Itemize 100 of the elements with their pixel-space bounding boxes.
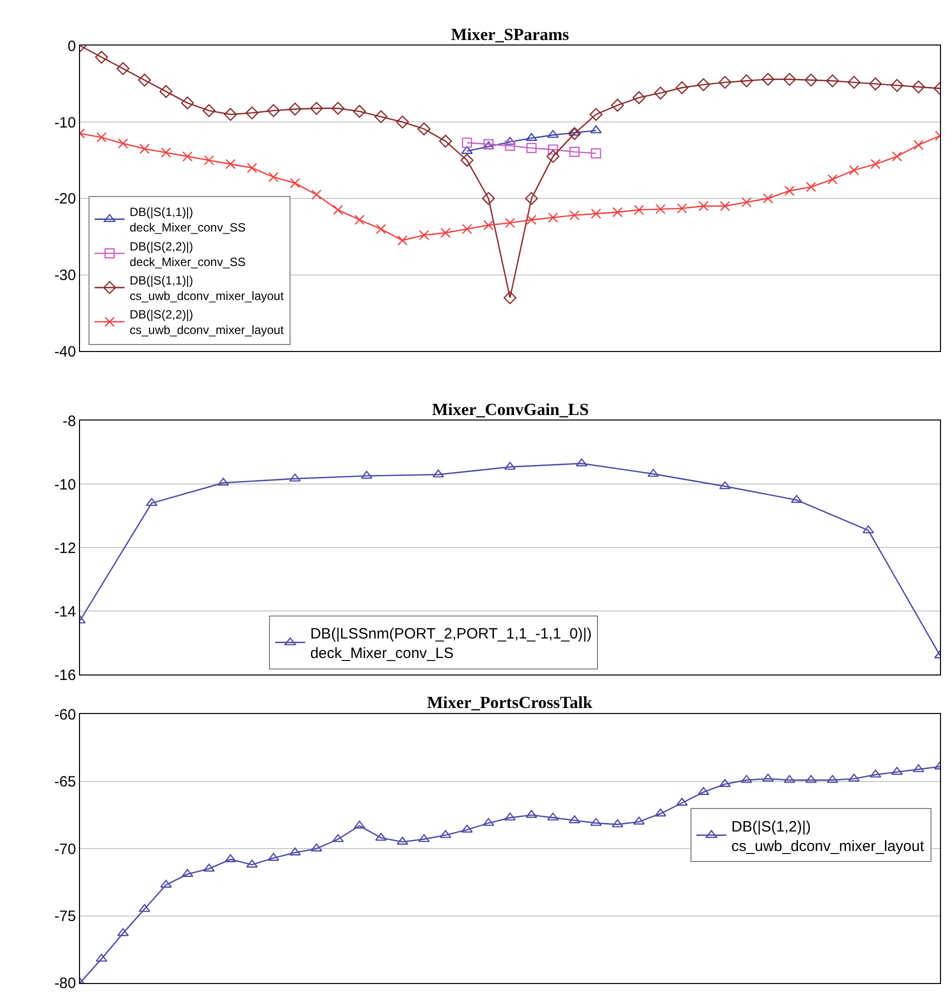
point — [288, 102, 302, 116]
legend-label: DB(|S(1,2)|) cs_uwb_dconv_mixer_layout — [731, 818, 925, 855]
point — [526, 214, 537, 225]
y-tick-label: -75 — [54, 908, 76, 926]
point — [483, 220, 494, 230]
point — [762, 193, 774, 204]
point — [548, 144, 558, 155]
point — [482, 192, 495, 205]
point — [138, 904, 150, 912]
point — [268, 172, 279, 182]
point — [740, 774, 752, 783]
point — [569, 210, 580, 220]
chart-title: Mixer_SParams — [451, 25, 570, 44]
point — [224, 854, 236, 862]
point — [440, 830, 452, 838]
point — [568, 815, 580, 824]
point — [718, 76, 732, 89]
point — [869, 77, 882, 90]
y-tick-label: 0 — [68, 38, 76, 55]
point — [360, 470, 372, 479]
point — [432, 469, 444, 478]
point — [783, 72, 796, 86]
point — [547, 812, 559, 821]
point — [461, 146, 473, 154]
point — [418, 834, 430, 842]
point — [805, 774, 817, 783]
point — [354, 214, 365, 225]
point — [590, 208, 602, 219]
point — [547, 130, 559, 138]
point — [891, 766, 903, 775]
y-tick-label: -80 — [54, 975, 76, 992]
point — [289, 474, 301, 482]
y-tick-label: -60 — [54, 706, 76, 724]
legend-label: DB(|S(1,1)|) deck_Mixer_conv_SS — [130, 205, 246, 235]
y-tick-label: -12 — [54, 540, 76, 557]
point — [396, 116, 409, 129]
point — [160, 880, 172, 888]
point — [719, 481, 731, 490]
point — [96, 132, 107, 142]
point — [912, 764, 924, 772]
point — [139, 144, 150, 154]
point — [870, 158, 881, 170]
point — [590, 125, 602, 134]
point — [268, 852, 280, 861]
point — [310, 102, 323, 115]
point — [439, 134, 452, 148]
point — [648, 468, 660, 477]
point — [612, 819, 624, 828]
point — [311, 190, 322, 200]
y-tick-label: -70 — [54, 840, 76, 858]
point — [246, 860, 258, 868]
y-tick-label: -8 — [62, 412, 76, 430]
point — [827, 174, 838, 184]
point — [397, 235, 408, 246]
point — [655, 204, 666, 214]
point — [526, 142, 537, 154]
point — [462, 138, 472, 148]
point — [784, 186, 795, 196]
point — [654, 808, 666, 817]
legend-label: DB(|S(2,2)|) deck_Mixer_conv_SS — [130, 239, 246, 269]
point — [612, 207, 623, 218]
point — [862, 525, 874, 534]
point — [224, 108, 237, 121]
point — [720, 200, 730, 212]
point — [225, 158, 236, 170]
point — [890, 78, 904, 92]
point — [654, 86, 667, 100]
point — [118, 138, 128, 149]
point — [290, 178, 300, 188]
point — [246, 162, 258, 173]
point — [804, 74, 818, 87]
point — [762, 72, 774, 86]
point — [375, 832, 387, 841]
point — [676, 81, 688, 94]
point — [95, 50, 108, 64]
point — [181, 96, 194, 110]
point — [698, 787, 710, 796]
point — [418, 122, 430, 136]
y-tick-label: -14 — [54, 603, 76, 620]
point — [826, 74, 839, 88]
y-tick-label: -30 — [54, 267, 76, 284]
point — [504, 812, 516, 821]
point — [354, 820, 366, 829]
point — [568, 128, 580, 136]
point — [548, 212, 558, 223]
y-tick-label: -10 — [54, 114, 76, 132]
y-tick-label: -65 — [54, 774, 76, 791]
point — [525, 192, 538, 205]
point — [203, 864, 215, 872]
point — [790, 494, 802, 503]
point — [204, 155, 214, 166]
point — [784, 774, 796, 783]
point — [116, 62, 130, 76]
point — [870, 770, 882, 778]
point — [912, 80, 925, 94]
point — [202, 104, 216, 118]
point — [160, 85, 172, 98]
point — [569, 146, 580, 157]
y-tick-label: -20 — [54, 190, 76, 208]
point — [504, 136, 516, 145]
